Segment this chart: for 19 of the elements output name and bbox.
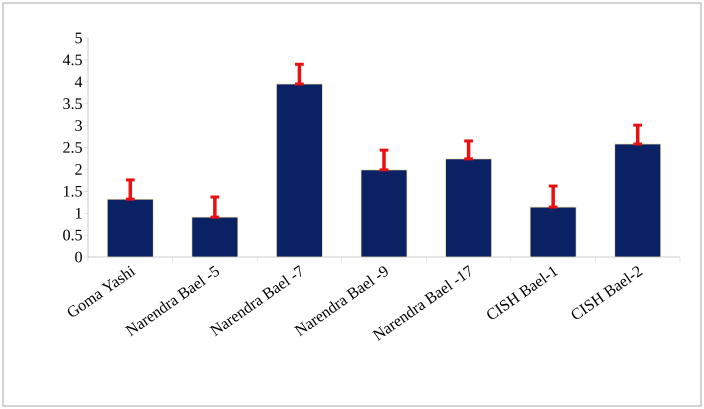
y-tick-label: 5 <box>75 32 82 44</box>
x-tick-label: Goma Yashi <box>68 266 136 316</box>
y-tick-label: 3 <box>75 120 82 131</box>
y-tick-label: 2 <box>75 164 82 175</box>
bar <box>276 84 323 257</box>
bar <box>191 216 238 257</box>
bar <box>530 206 577 257</box>
y-tick-label: 4 <box>74 76 82 88</box>
y-tick-label: 1 <box>76 208 82 218</box>
y-tick-label: 4.5 <box>62 54 82 66</box>
bar <box>360 169 408 257</box>
y-tick-label: 2.5 <box>63 142 82 153</box>
y-tick-label: 3.5 <box>63 98 82 110</box>
bar <box>445 158 492 257</box>
y-tick-label: 0 <box>75 252 82 262</box>
y-tick-label: 0.5 <box>63 230 82 241</box>
bar <box>106 198 154 257</box>
bar <box>614 144 662 257</box>
y-tick-label: 1.5 <box>64 186 82 197</box>
